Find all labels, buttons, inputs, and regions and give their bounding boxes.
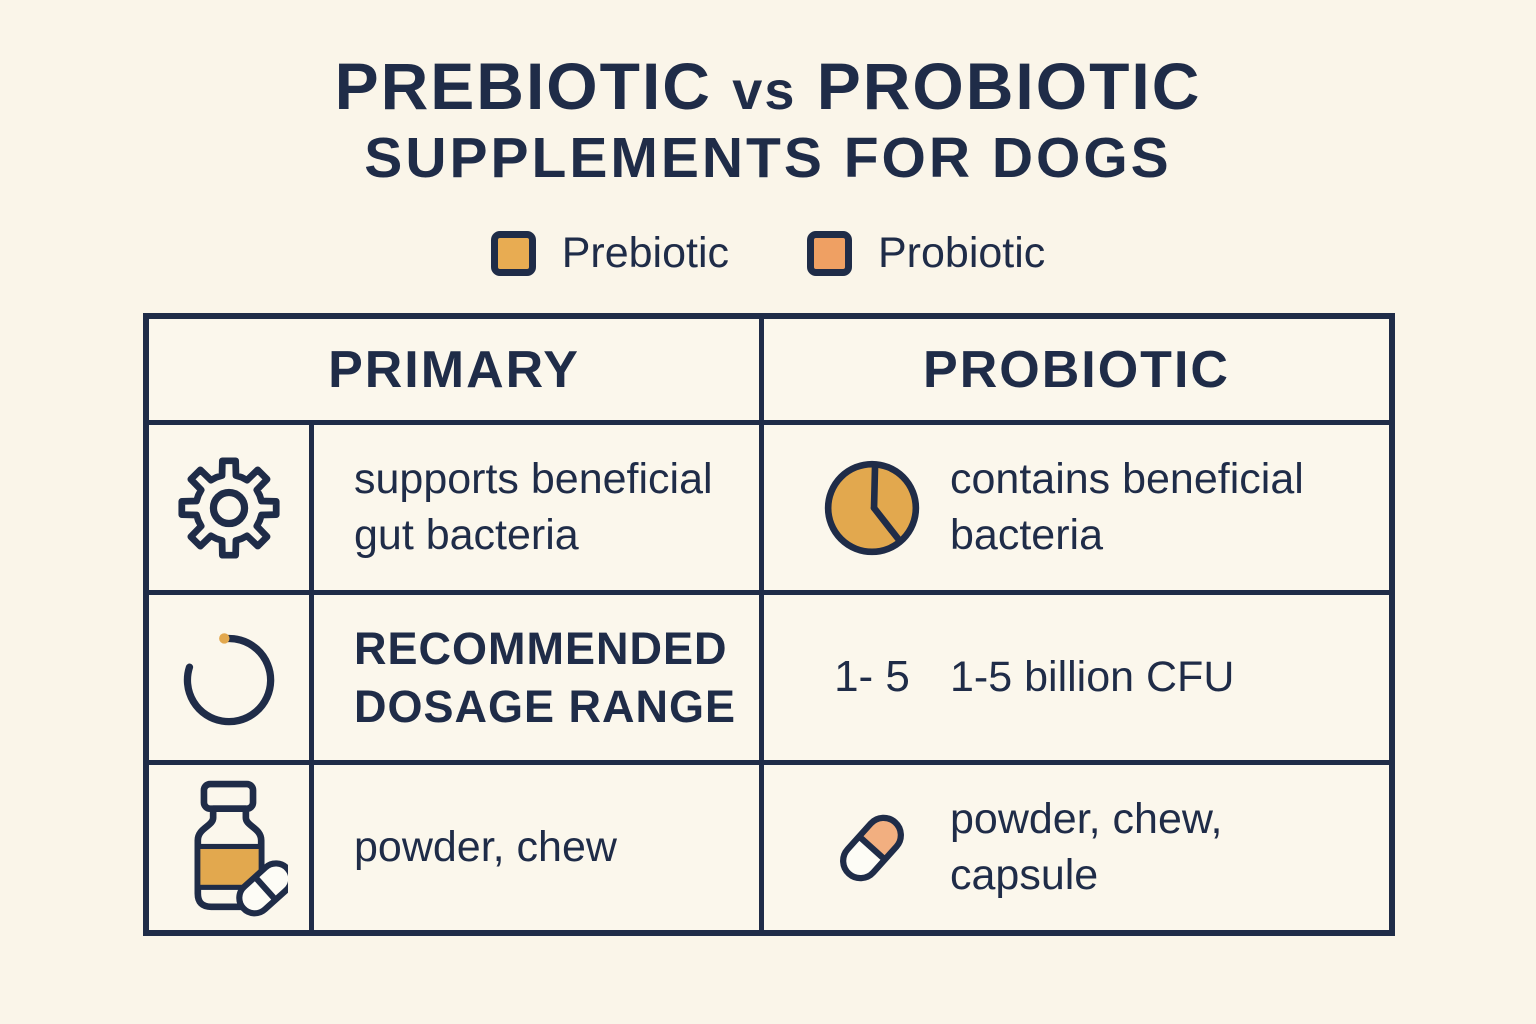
page-subtitle: SUPPLEMENTS FOR DOGS: [364, 126, 1172, 191]
probiotic-forms-text: powder, chew, capsule: [950, 795, 1223, 899]
probiotic-function-text: contains beneficial bacteria: [950, 455, 1304, 559]
legend: Prebiotic Probiotic: [0, 229, 1536, 278]
dosage-row-label: RECOMMENDED DOSAGE RANGE: [314, 595, 764, 765]
probiotic-dosage-text: 1-5 billion CFU: [950, 652, 1235, 701]
legend-item-prebiotic: Prebiotic: [490, 229, 729, 278]
gear-icon: [173, 452, 285, 564]
circular-arrow-icon: [177, 626, 281, 730]
probiotic-dosage-cell: 1- 5 1-5 billion CFU: [764, 595, 1389, 765]
title-word-probiotic: PROBIOTIC: [816, 49, 1202, 123]
comparison-table: PRIMARY PROBIOTIC supports beneficial gu…: [143, 313, 1395, 936]
legend-label-probiotic: Probiotic: [878, 229, 1046, 277]
row-dosage-icon-cell: [149, 595, 314, 765]
legend-item-probiotic: Probiotic: [807, 229, 1045, 278]
page-title: PREBIOTIC vs PROBIOTIC: [0, 49, 1536, 123]
capsule-icon: [812, 800, 932, 896]
prebiotic-dosage-value: 1- 5: [834, 652, 910, 702]
legend-label-prebiotic: Prebiotic: [561, 229, 729, 277]
probiotic-forms-cell: powder, chew, capsule: [764, 765, 1389, 930]
row-forms-icon-cell: [149, 765, 314, 930]
bottle-pill-icon: [170, 779, 288, 917]
primary-forms-text: powder, chew: [314, 765, 764, 930]
probiotic-swatch-icon: [807, 231, 852, 276]
title-vs-separator: vs: [732, 61, 797, 121]
column-header-primary: PRIMARY: [149, 319, 764, 425]
header: PREBIOTIC vs PROBIOTIC SUPPLEMENTS FOR D…: [0, 49, 1536, 191]
title-word-prebiotic: PREBIOTIC: [334, 49, 712, 123]
probiotic-function-cell: contains beneficial bacteria: [764, 425, 1389, 595]
pie-chart-icon: [812, 454, 932, 562]
primary-function-text: supports beneficial gut bacteria: [314, 425, 764, 595]
column-header-probiotic: PROBIOTIC: [764, 319, 1389, 425]
prebiotic-swatch-icon: [490, 231, 536, 276]
row-function-icon-cell: [149, 425, 314, 595]
